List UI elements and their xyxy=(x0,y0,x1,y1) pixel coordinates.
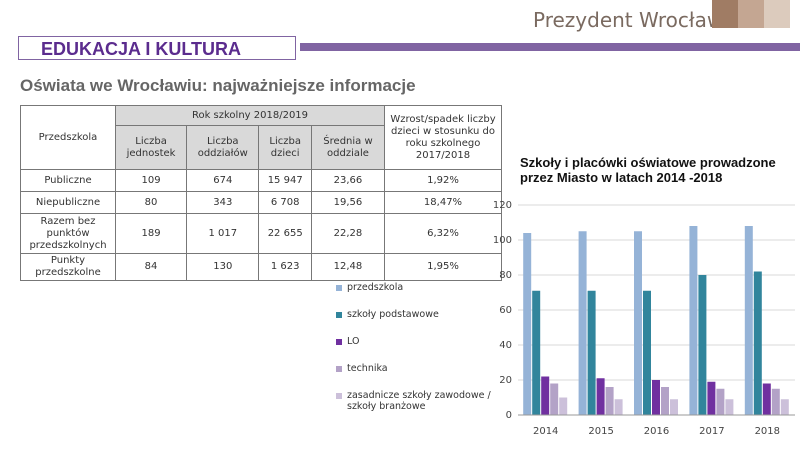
column-header: Liczba oddziałów xyxy=(186,125,260,170)
legend-item: szkoły podstawowe xyxy=(336,309,496,336)
legend-label: LO xyxy=(347,336,360,347)
x-tick-label: 2018 xyxy=(755,426,780,437)
legend-item: technika xyxy=(336,363,496,390)
y-tick-label: 60 xyxy=(499,305,512,316)
table-cell: 674 xyxy=(186,169,260,192)
bar xyxy=(596,378,605,415)
table-cell: 19,56 xyxy=(310,191,386,214)
table-cell: Publiczne xyxy=(20,169,116,192)
x-tick-label: 2017 xyxy=(699,426,724,437)
page-title: Oświata we Wrocławiu: najważniejsze info… xyxy=(20,76,416,95)
bar xyxy=(605,387,614,415)
legend-label: technika xyxy=(347,363,388,374)
table-cell: 1,95% xyxy=(384,253,502,281)
table-cell: 22,28 xyxy=(310,213,386,254)
table-cell: 80 xyxy=(114,191,188,214)
y-tick-label: 0 xyxy=(506,410,512,421)
table-group: Rok szkolny 2018/2019 xyxy=(115,105,385,126)
column-header: Średnia w oddziale xyxy=(310,125,386,170)
table-cell: 109 xyxy=(114,169,188,192)
table-cell: 22 655 xyxy=(258,213,312,254)
legend-swatch xyxy=(336,285,342,291)
legend-item: zasadnicze szkoły zawodowe / szkoły bran… xyxy=(336,390,496,417)
bar xyxy=(643,290,651,415)
bar xyxy=(541,376,550,415)
bar xyxy=(523,233,532,415)
bar xyxy=(780,399,789,415)
table-cell: 18,47% xyxy=(384,191,502,214)
bar xyxy=(559,397,568,415)
table-cell: Punkty przedszkolne xyxy=(20,253,116,281)
table-cell: 6,32% xyxy=(384,213,502,254)
table-cell: 1 017 xyxy=(186,213,260,254)
table-cell: 15 947 xyxy=(258,169,312,192)
legend-swatch xyxy=(336,312,342,318)
brand-square xyxy=(738,0,764,28)
table-cell: 1 623 xyxy=(258,253,312,281)
table-cell: 84 xyxy=(114,253,188,281)
legend-label: zasadnicze szkoły zawodowe / szkoły bran… xyxy=(347,390,491,412)
y-tick-label: 40 xyxy=(499,340,512,351)
bar xyxy=(550,383,559,415)
table-row: Razem bez punktów przedszkolnych 189 1 017… xyxy=(20,213,502,254)
bar xyxy=(771,388,780,415)
legend-item: LO xyxy=(336,336,496,363)
bar xyxy=(532,290,541,415)
table-cell: 6 708 xyxy=(258,191,312,214)
legend-item: przedszkola xyxy=(336,282,496,309)
column-header: Liczba dzieci xyxy=(258,125,312,170)
bar xyxy=(753,271,762,415)
table-cell: 343 xyxy=(186,191,260,214)
legend: przedszkola szkoły podstawowe LO technika za… xyxy=(336,282,496,417)
table-row: Publiczne 109 674 15 947 23,66 1,92% xyxy=(20,169,502,192)
section-title: EDUKACJA I KULTURA xyxy=(18,36,296,60)
table-cell: Niepubliczne xyxy=(20,191,116,214)
bar xyxy=(698,275,707,415)
table-cell: 130 xyxy=(186,253,260,281)
bar xyxy=(614,399,623,415)
column-header: Liczba jednostek xyxy=(114,125,188,170)
bar xyxy=(670,399,678,415)
table-row: Niepubliczne 80 343 6 708 19,56 18,47% xyxy=(20,191,502,214)
bar xyxy=(725,399,734,415)
table-cell: 12,48 xyxy=(310,253,386,281)
bar xyxy=(744,226,753,415)
table-cell: 1,92% xyxy=(384,169,502,192)
legend-swatch xyxy=(336,393,342,399)
bar xyxy=(578,231,587,415)
bar xyxy=(707,381,716,415)
x-tick-label: 2015 xyxy=(588,426,613,437)
legend-swatch xyxy=(336,339,342,345)
bar xyxy=(689,226,698,415)
y-tick-label: 20 xyxy=(499,375,512,386)
table-cell: Razem bez punktów przedszkolnych xyxy=(20,213,116,254)
bar xyxy=(634,231,642,415)
table-corner: Przedszkola xyxy=(20,105,116,170)
legend-label: szkoły podstawowe xyxy=(347,309,439,320)
brand-square xyxy=(764,0,790,28)
legend-label: przedszkola xyxy=(347,282,404,293)
bar xyxy=(587,290,596,415)
bar xyxy=(661,387,669,415)
bar xyxy=(652,380,660,415)
table-row: Punkty przedszkolne 84 130 1 623 12,48 1,95% xyxy=(20,253,502,281)
x-tick-label: 2014 xyxy=(533,426,558,437)
chart-title: Szkoły i placówki oświatowe prowadzone p… xyxy=(520,155,776,185)
table-change: Wzrost/spadek liczby dzieci w stosunku d… xyxy=(384,105,502,170)
legend-swatch xyxy=(336,366,342,372)
x-tick-label: 2016 xyxy=(644,426,669,437)
bar xyxy=(762,383,771,415)
header-bar xyxy=(300,43,800,51)
bar xyxy=(716,388,725,415)
data-table: Przedszkola Rok szkolny 2018/2019 Wzrost… xyxy=(20,105,502,281)
brand-square xyxy=(712,0,738,28)
table-cell: 23,66 xyxy=(310,169,386,192)
brand: Prezydent Wrocławia xyxy=(533,8,742,32)
table-cell: 189 xyxy=(114,213,188,254)
